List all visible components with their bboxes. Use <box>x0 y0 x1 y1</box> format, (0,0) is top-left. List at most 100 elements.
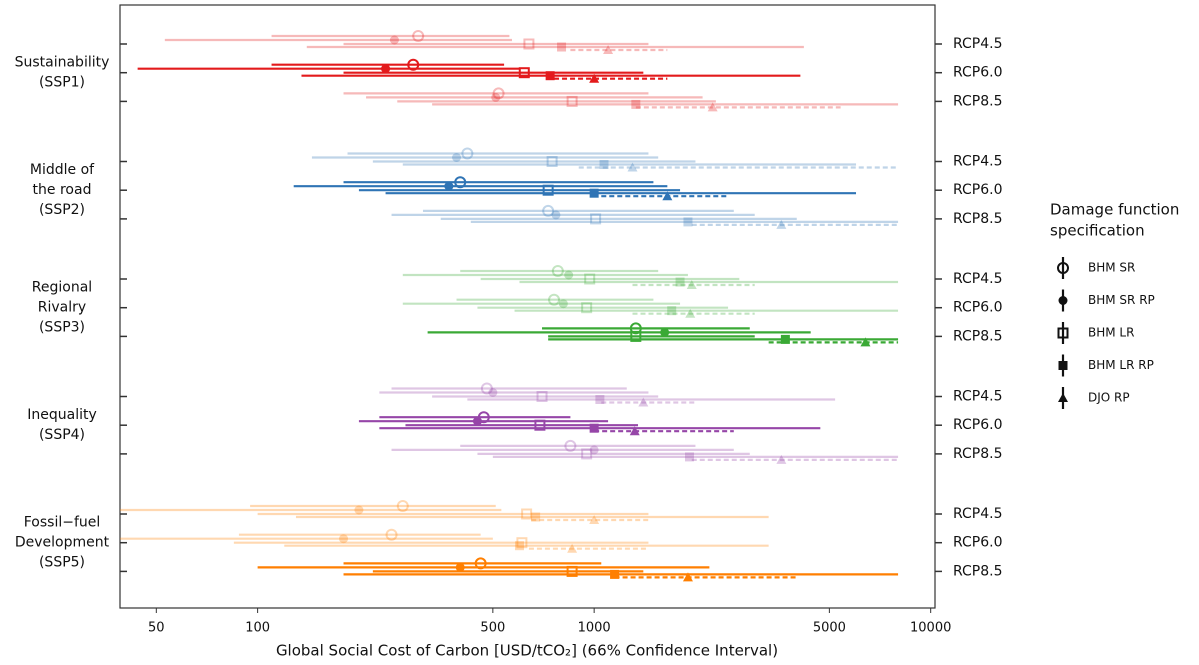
point-marker <box>412 30 425 42</box>
group-label: Fossil−fuel <box>24 515 101 531</box>
point-marker <box>564 270 574 280</box>
point-marker <box>542 204 555 217</box>
point-marker <box>516 537 528 549</box>
x-tick-label: 5000 <box>813 621 846 636</box>
point-marker <box>381 64 391 74</box>
point-marker <box>521 508 533 520</box>
legend-label: BHM SR RP <box>1088 293 1155 307</box>
point-marker <box>354 505 364 515</box>
point-marker <box>686 280 697 289</box>
point-marker <box>684 452 694 462</box>
group-label: Development <box>15 535 110 551</box>
point-marker <box>675 277 685 287</box>
legend-label: DJO RP <box>1088 391 1130 405</box>
point-marker <box>682 572 693 582</box>
point-marker <box>461 147 474 160</box>
point-marker <box>595 395 605 404</box>
group-label: Regional <box>32 280 92 296</box>
group-label: (SSP5) <box>39 555 85 571</box>
point-marker <box>542 184 554 196</box>
point-marker <box>551 210 561 220</box>
group-label: Rivalry <box>38 300 86 316</box>
row-label: RCP4.5 <box>953 506 1003 522</box>
point-marker <box>492 87 505 100</box>
group-label: the road <box>33 182 92 198</box>
row-label: RCP4.5 <box>953 271 1003 287</box>
point-marker <box>860 337 871 347</box>
legend-marker <box>1057 262 1069 274</box>
point-marker <box>551 265 564 277</box>
legend-title: Damage function <box>1050 201 1179 219</box>
row-label: RCP8.5 <box>953 93 1003 109</box>
legend-marker <box>1058 296 1068 305</box>
point-marker <box>566 95 578 107</box>
point-marker <box>396 500 409 512</box>
point-marker <box>567 543 578 553</box>
group-label: Sustainability <box>15 55 110 71</box>
point-marker <box>589 188 599 198</box>
row-label: RCP4.5 <box>953 154 1003 170</box>
point-marker <box>389 35 399 45</box>
legend-label: BHM LR RP <box>1088 358 1154 372</box>
point-marker <box>589 515 600 524</box>
point-marker <box>444 181 454 191</box>
point-marker <box>629 426 640 436</box>
group-label: (SSP3) <box>39 320 85 336</box>
point-marker <box>546 156 558 167</box>
point-marker <box>660 327 670 337</box>
point-marker <box>472 416 482 426</box>
point-marker <box>523 38 535 50</box>
point-marker <box>480 382 493 395</box>
group-label: Middle of <box>30 162 95 178</box>
group-label: (SSP4) <box>39 427 85 443</box>
legend-marker <box>1058 393 1068 402</box>
point-marker <box>455 562 465 572</box>
point-marker <box>638 397 649 407</box>
row-label: RCP8.5 <box>953 563 1003 579</box>
point-marker <box>631 99 641 109</box>
point-marker <box>627 162 638 172</box>
row-label: RCP4.5 <box>953 36 1003 52</box>
point-marker <box>452 153 462 162</box>
group-label: (SSP2) <box>39 202 85 218</box>
point-marker <box>589 73 600 83</box>
point-marker <box>685 308 696 318</box>
point-marker <box>683 217 693 227</box>
point-marker <box>581 448 593 460</box>
row-label: RCP6.0 <box>953 417 1003 433</box>
point-marker <box>514 541 524 551</box>
point-marker <box>491 92 501 102</box>
point-marker <box>584 273 596 285</box>
x-axis-label: Global Social Cost of Carbon [USD/tCO₂] … <box>276 642 778 660</box>
point-marker <box>603 45 614 54</box>
point-marker <box>536 391 548 402</box>
point-marker <box>581 302 593 314</box>
point-marker <box>776 219 787 229</box>
x-tick-label: 500 <box>480 621 505 636</box>
point-marker <box>548 293 561 306</box>
legend-marker <box>1058 361 1068 370</box>
point-marker <box>589 445 599 455</box>
point-marker <box>599 160 609 169</box>
legend-label: BHM SR <box>1088 261 1135 275</box>
point-marker <box>662 191 673 201</box>
point-marker <box>534 419 546 431</box>
point-marker <box>564 439 577 452</box>
x-tick-label: 10000 <box>910 621 951 636</box>
row-label: RCP6.0 <box>953 535 1003 551</box>
x-tick-label: 50 <box>148 621 165 636</box>
point-marker <box>707 102 718 112</box>
point-marker <box>566 565 578 577</box>
x-tick-label: 1000 <box>578 621 611 636</box>
point-marker <box>545 71 555 81</box>
point-marker <box>339 534 349 544</box>
point-marker <box>776 454 787 464</box>
row-label: RCP8.5 <box>953 211 1003 227</box>
legend-label: BHM LR <box>1088 326 1134 340</box>
point-marker <box>630 330 642 342</box>
legend-title: specification <box>1050 222 1145 240</box>
point-marker <box>557 42 567 52</box>
point-marker <box>667 306 677 316</box>
